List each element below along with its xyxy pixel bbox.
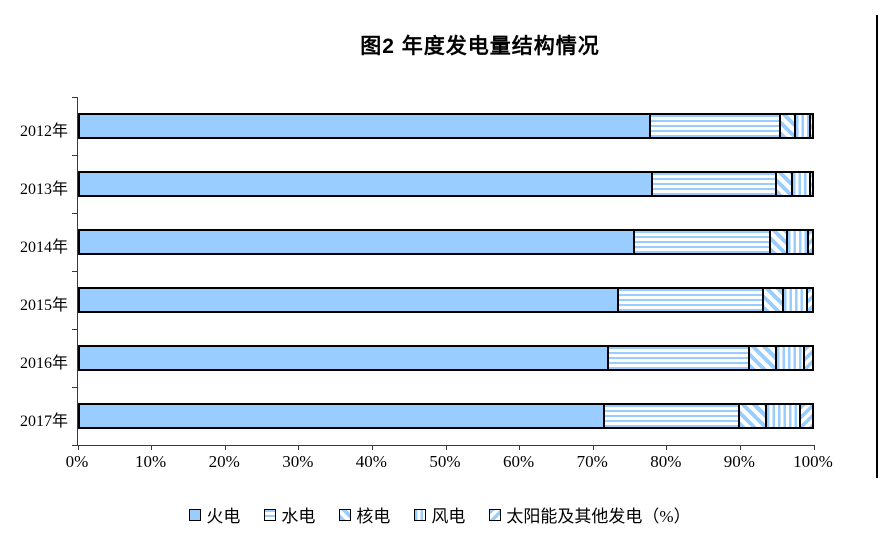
y-axis-label: 2017年 <box>19 413 68 430</box>
bar-segment-series2 <box>649 115 780 137</box>
chart-title: 图2 年度发电量结构情况 <box>360 35 600 58</box>
x-axis-tick-label: 20% <box>208 452 240 471</box>
x-axis-tick <box>151 445 153 450</box>
bar-segment-series4 <box>765 405 799 427</box>
bar-segment-series5 <box>806 289 812 311</box>
bar-segment-series4 <box>774 347 804 369</box>
y-axis-tick <box>72 213 77 214</box>
x-axis-tick <box>592 445 594 450</box>
x-axis-tick-label: 90% <box>723 452 755 471</box>
legend-swatch-icon <box>264 508 277 521</box>
bar-segment-series3 <box>775 173 791 195</box>
bar-segment-series3 <box>762 289 782 311</box>
category-band <box>78 387 814 445</box>
bar-segment-series5 <box>803 347 812 369</box>
x-axis-tick <box>813 445 815 450</box>
y-axis-label: 2015年 <box>19 297 68 314</box>
plot-area <box>72 97 815 450</box>
x-axis-tick-label: 50% <box>429 452 461 471</box>
x-axis-tick <box>445 445 447 450</box>
bar-segment-series1 <box>80 115 650 137</box>
bar-segment-series2 <box>607 347 749 369</box>
stacked-bar <box>78 287 814 313</box>
category-band <box>78 271 814 329</box>
x-axis-tick-label: 40% <box>355 452 387 471</box>
y-axis-tick <box>72 155 77 156</box>
x-axis-tick-label: 60% <box>503 452 535 471</box>
bar-segment-series1 <box>80 231 633 253</box>
stacked-bar <box>78 113 814 139</box>
bar-segment-series2 <box>650 173 776 195</box>
stacked-bar <box>78 345 814 371</box>
legend-item-series3: 核电 <box>339 502 390 527</box>
stacked-bar <box>78 171 814 197</box>
bar-segment-series2 <box>616 289 763 311</box>
bar-segment-series3 <box>748 347 775 369</box>
bar-segment-series4 <box>785 231 807 253</box>
bar-segment-series4 <box>790 173 810 195</box>
x-axis-tick-label: 80% <box>650 452 682 471</box>
x-axis-tick-label: 30% <box>282 452 314 471</box>
page-right-border-line <box>876 15 878 478</box>
legend-swatch-icon <box>414 508 427 521</box>
y-axis-tick <box>72 445 77 446</box>
bar-segment-series2 <box>602 405 739 427</box>
y-axis-tick <box>72 271 77 272</box>
legend-item-series4: 风电 <box>414 502 465 527</box>
bar-segment-series1 <box>80 173 651 195</box>
bar-segment-series1 <box>80 347 608 369</box>
stacked-bar <box>78 403 814 429</box>
category-band <box>78 329 814 387</box>
legend-label: 太阳能及其他发电（%） <box>506 507 691 526</box>
bar-segment-series4 <box>794 115 810 137</box>
legend: 火电 水电 核电 风电 太阳能及其他发电（%） <box>0 502 880 527</box>
legend-item-series5: 太阳能及其他发电（%） <box>489 502 691 527</box>
bar-segment-series5 <box>809 173 812 195</box>
legend-label: 水电 <box>281 507 316 526</box>
y-axis-tick <box>72 387 77 388</box>
y-axis-tick <box>72 97 77 98</box>
x-axis-tick <box>371 445 373 450</box>
legend-item-series1: 火电 <box>189 502 240 527</box>
bar-segment-series2 <box>632 231 769 253</box>
x-axis-tick-label: 70% <box>576 452 608 471</box>
legend-item-series2: 水电 <box>264 502 315 527</box>
x-axis-tick <box>298 445 300 450</box>
x-axis-tick <box>77 445 79 450</box>
bar-segment-series3 <box>738 405 766 427</box>
y-axis-label: 2014年 <box>19 239 68 256</box>
y-axis-label: 2013年 <box>19 181 68 198</box>
x-axis-tick <box>519 445 521 450</box>
legend-label: 风电 <box>431 507 466 526</box>
category-band <box>78 155 814 213</box>
x-axis-tick <box>739 445 741 450</box>
category-band <box>78 213 814 271</box>
bar-segment-series5 <box>806 231 812 253</box>
y-axis-label: 2016年 <box>19 355 68 372</box>
category-band <box>78 97 814 155</box>
legend-swatch-icon <box>189 508 202 521</box>
bar-segment-series3 <box>779 115 795 137</box>
legend-label: 火电 <box>206 507 241 526</box>
x-axis-tick-label: 100% <box>793 452 833 471</box>
bar-segment-series5 <box>798 405 812 427</box>
y-axis-label: 2012年 <box>19 123 68 140</box>
bar-segment-series1 <box>80 289 617 311</box>
legend-swatch-icon <box>339 508 352 521</box>
bar-segment-series5 <box>809 115 812 137</box>
x-axis-tick-label: 0% <box>65 452 89 471</box>
bar-segment-series1 <box>80 405 603 427</box>
legend-swatch-icon <box>489 508 502 521</box>
legend-label: 核电 <box>356 507 391 526</box>
bar-segment-series3 <box>768 231 786 253</box>
y-axis-tick <box>72 329 77 330</box>
x-axis-tick <box>224 445 226 450</box>
x-axis-tick <box>666 445 668 450</box>
stacked-bar <box>78 229 814 255</box>
x-axis-tick-label: 10% <box>135 452 167 471</box>
bar-segment-series4 <box>781 289 807 311</box>
